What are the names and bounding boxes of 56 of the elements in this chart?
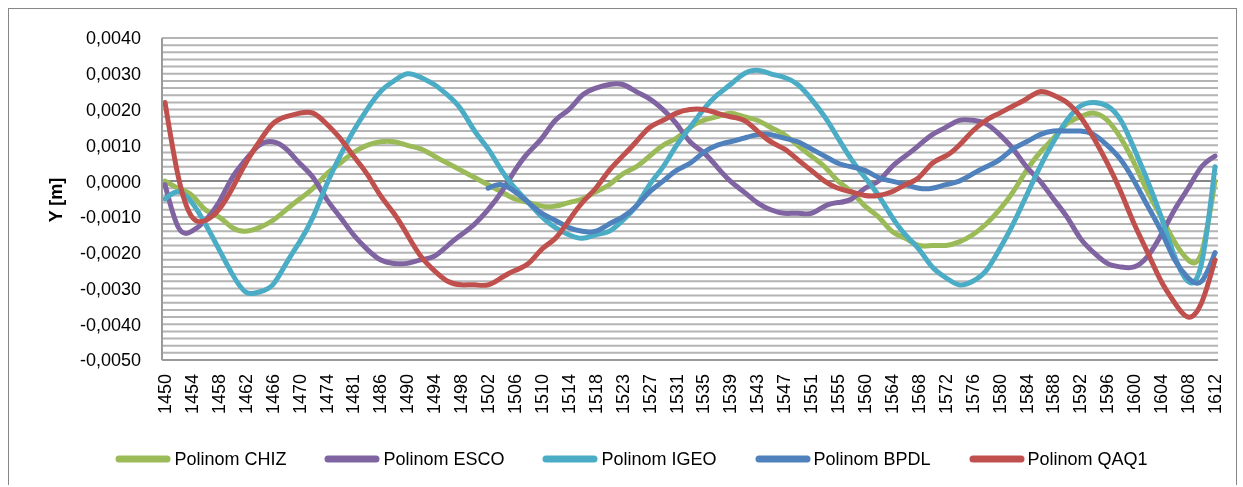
x-tick-label: 1547 [774, 374, 795, 415]
x-tick-label: 1568 [908, 374, 929, 415]
y-tick-label: -0,0040 [79, 314, 141, 335]
y-axis-title: Y [m] [45, 177, 67, 223]
y-tick-label: -0,0030 [79, 278, 141, 299]
x-tick-label: 1458 [208, 374, 229, 415]
x-tick-label: 1454 [181, 374, 202, 415]
x-tick-label: 1462 [235, 374, 256, 415]
x-tick-label: 1490 [397, 374, 418, 415]
x-tick-label: 1514 [558, 374, 579, 415]
y-tick-label: -0,0020 [79, 243, 141, 264]
y-tick-label: -0,0050 [79, 350, 141, 371]
x-tick-label: 1604 [1151, 374, 1172, 415]
x-tick-label: 1494 [424, 374, 445, 415]
x-tick-label: 1450 [155, 374, 175, 415]
x-tick-label: 1470 [289, 374, 310, 415]
y-tick-label: -0,0010 [79, 207, 141, 228]
y-tick-label: 0,0010 [85, 135, 141, 156]
x-tick-label: 1560 [855, 374, 875, 415]
x-tick-label: 1506 [505, 374, 525, 415]
legend-label: Polinom ESCO [383, 448, 505, 470]
x-tick-label: 1523 [612, 374, 633, 415]
legend-label: Polinom QAQ1 [1027, 448, 1148, 470]
x-tick-label: 1596 [1097, 374, 1118, 415]
legend-label: Polinom BPDL [813, 448, 931, 470]
x-tick-label: 1518 [585, 374, 606, 415]
x-tick-label: 1608 [1178, 374, 1199, 415]
x-tick-label: 1588 [1043, 374, 1064, 415]
y-tick-label: 0,0000 [85, 171, 141, 192]
x-tick-label: 1543 [747, 374, 768, 415]
x-tick-label: 1498 [451, 374, 472, 415]
x-tick-label: 1502 [478, 374, 499, 415]
x-tick-label: 1572 [935, 374, 956, 415]
legend-label: Polinom IGEO [601, 448, 717, 470]
x-tick-label: 1600 [1124, 374, 1145, 415]
x-tick-label: 1612 [1205, 374, 1225, 415]
y-tick-label: 0,0020 [85, 99, 141, 120]
x-tick-label: 1474 [316, 374, 337, 415]
x-tick-label: 1576 [962, 374, 983, 415]
x-tick-label: 1551 [801, 374, 822, 415]
x-tick-label: 1539 [720, 374, 741, 415]
x-tick-label: 1466 [262, 374, 283, 415]
x-tick-label: 1486 [370, 374, 391, 415]
x-tick-label: 1564 [881, 374, 902, 415]
x-tick-label: 1535 [693, 374, 714, 415]
y-tick-label: 0,0030 [85, 64, 141, 85]
x-tick-label: 1481 [343, 374, 364, 415]
x-tick-label: 1584 [1016, 374, 1037, 415]
y-tick-label: 0,0040 [85, 28, 141, 49]
x-tick-label: 1527 [639, 374, 660, 415]
x-tick-label: 1580 [989, 374, 1010, 415]
x-tick-label: 1510 [531, 374, 552, 415]
x-tick-label: 1531 [666, 374, 687, 415]
x-tick-label: 1555 [828, 374, 849, 415]
x-tick-label: 1592 [1070, 374, 1091, 415]
legend-label: Polinom CHIZ [174, 448, 287, 470]
